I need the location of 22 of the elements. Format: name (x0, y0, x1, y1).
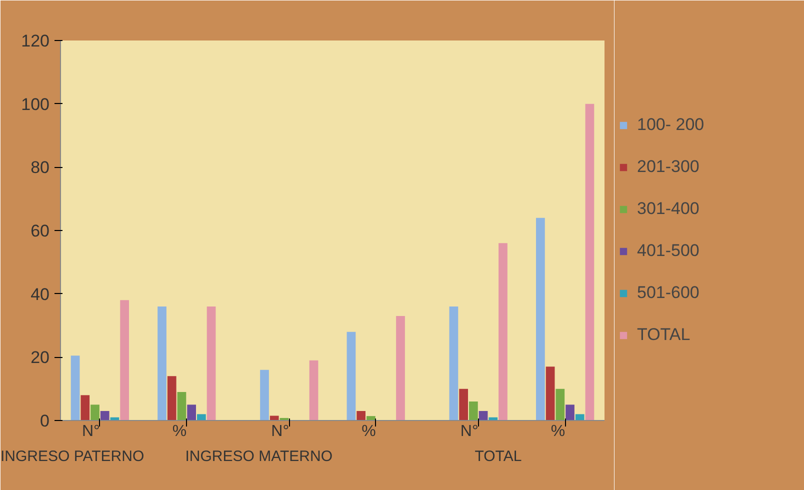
y-tick-label: 80 (30, 158, 50, 178)
x-tick-label: N° (271, 423, 290, 440)
legend-label: 501-600 (637, 283, 700, 303)
y-tick-label: 100 (21, 94, 50, 114)
x-tick-label: % (362, 423, 376, 440)
y-tick-label: 20 (30, 348, 50, 368)
x-tick-label: N° (82, 423, 100, 440)
y-tick-label: 40 (30, 284, 50, 304)
text: INGRESO PATERNO (0, 448, 144, 465)
x-tick-label: % (172, 423, 187, 440)
text: INGRESO MATERNO (185, 448, 333, 465)
y-tick-label: 60 (30, 222, 50, 240)
legend-label: 401-500 (637, 241, 700, 261)
x-tick-label: % (550, 423, 566, 440)
y-tick-label: 120 (21, 32, 50, 50)
x-tick-label: N° (460, 423, 478, 440)
legend-label: 100- 200 (637, 115, 704, 135)
y-tick-label: 0 (40, 412, 50, 430)
text: TOTAL (474, 448, 522, 465)
legend-label: 201-300 (637, 157, 700, 177)
legend-label: TOTAL (637, 325, 690, 345)
legend-label: 301-400 (637, 199, 700, 219)
